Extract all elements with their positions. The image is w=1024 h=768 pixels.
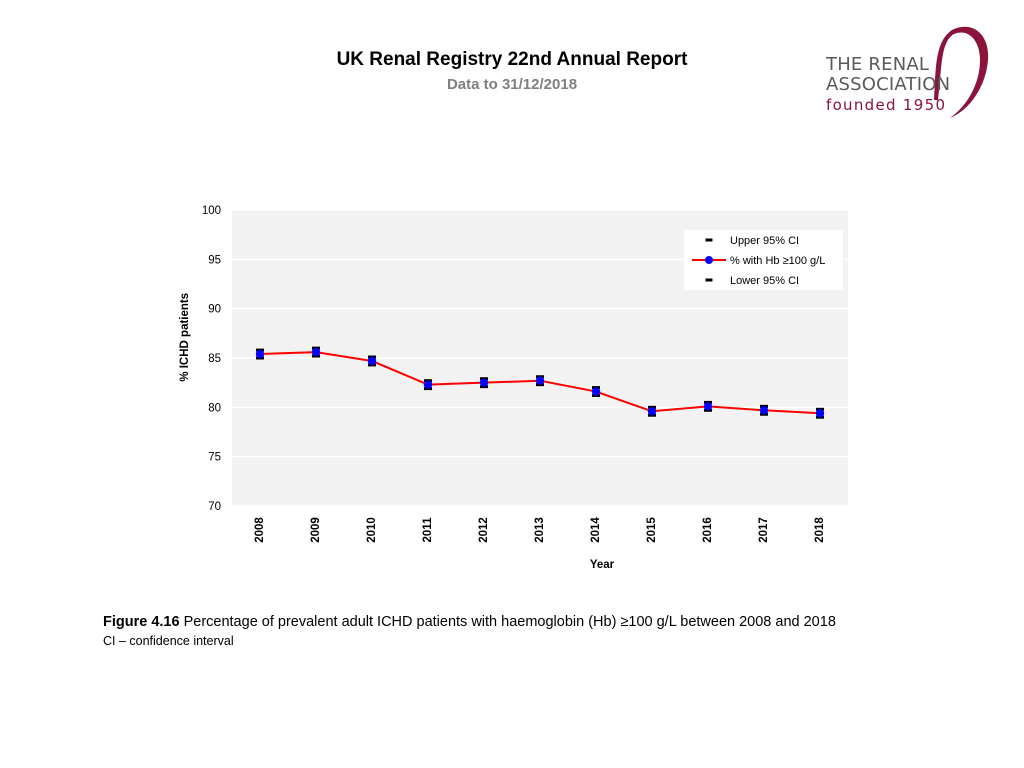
data-point	[647, 407, 657, 416]
x-tick-label: 2017	[758, 517, 770, 543]
data-point	[535, 376, 545, 385]
data-point	[815, 409, 825, 418]
y-tick-label: 85	[208, 353, 221, 365]
legend-series-label: % with Hb ≥100 g/L	[730, 255, 825, 267]
x-axis-title: Year	[590, 559, 615, 571]
legend-upper-ci-marker	[705, 238, 713, 242]
x-axis-ticks: 2008 2009 2010 2011 2012 2013 2014 2015 2016 2017…	[254, 517, 826, 543]
x-tick-label: 2016	[702, 517, 714, 543]
legend-series-marker	[705, 256, 713, 264]
x-tick-label: 2008	[254, 517, 266, 543]
data-point	[255, 349, 265, 359]
legend-lower-ci-marker	[705, 278, 713, 282]
y-tick-label: 75	[208, 452, 221, 464]
y-axis-ticks: 100 95 90 85 80 75 70	[202, 205, 221, 513]
figure-label: Figure 4.16	[103, 614, 180, 630]
y-tick-label: 95	[208, 254, 221, 266]
data-point	[591, 387, 601, 396]
x-tick-label: 2015	[646, 517, 658, 543]
figure-caption: Figure 4.16 Percentage of prevalent adul…	[103, 612, 983, 650]
y-tick-label: 70	[208, 501, 221, 513]
y-tick-label: 90	[208, 304, 221, 316]
y-axis-title: % ICHD patients	[179, 293, 191, 382]
x-tick-label: 2013	[534, 517, 546, 543]
series-markers	[255, 347, 825, 418]
data-point	[367, 356, 377, 366]
x-tick-label: 2018	[814, 517, 826, 543]
x-tick-label: 2012	[478, 517, 490, 543]
legend-lower-ci-label: Lower 95% CI	[730, 275, 799, 287]
renal-association-logo: THE RENAL ASSOCIATION founded 1950	[822, 22, 994, 122]
hb-line-chart: 100 95 90 85 80 75 70 2008 2009 2010 2011 2012 2013…	[179, 205, 848, 571]
figure-note: CI – confidence interval	[103, 634, 234, 648]
data-point	[759, 406, 769, 415]
logo-line-3: founded 1950	[826, 96, 947, 114]
x-tick-label: 2011	[422, 517, 434, 543]
figure-description: Percentage of prevalent adult ICHD patie…	[179, 614, 836, 630]
data-point	[311, 347, 321, 357]
chart-legend: Upper 95% CI % with Hb ≥100 g/L Lower 95…	[684, 230, 843, 290]
data-point	[703, 402, 713, 411]
logo-swoosh-icon	[934, 26, 989, 119]
logo-line-2: ASSOCIATION	[826, 74, 951, 95]
report-header: UK Renal Registry 22nd Annual Report Dat…	[262, 48, 762, 98]
logo-line-1: THE RENAL	[826, 54, 930, 75]
x-tick-label: 2010	[366, 517, 378, 543]
x-tick-label: 2009	[310, 517, 322, 543]
x-tick-label: 2014	[590, 517, 602, 543]
legend-upper-ci-label: Upper 95% CI	[730, 235, 799, 247]
y-tick-label: 100	[202, 205, 221, 217]
y-tick-label: 80	[208, 402, 221, 414]
data-point	[423, 380, 433, 389]
report-title: UK Renal Registry 22nd Annual Report	[336, 49, 688, 70]
report-subtitle: Data to 31/12/2018	[446, 76, 578, 93]
data-point	[479, 378, 489, 387]
